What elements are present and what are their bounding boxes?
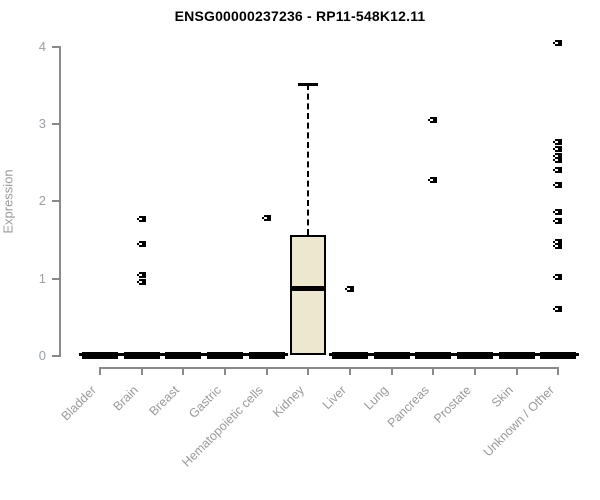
x-axis-line xyxy=(99,367,560,369)
box xyxy=(290,235,327,355)
outlier-point xyxy=(553,139,563,146)
chart-title: ENSG00000237236 - RP11-548K12.11 xyxy=(174,8,426,24)
y-tick-label: 1 xyxy=(38,270,46,286)
outlier-point xyxy=(553,146,563,153)
y-axis-tick xyxy=(52,355,60,357)
outlier-point xyxy=(553,208,563,215)
y-tick-label: 3 xyxy=(38,116,46,132)
x-axis-tick xyxy=(473,367,476,375)
outlier-point xyxy=(553,157,563,164)
outlier-point xyxy=(428,177,438,184)
x-axis-tick xyxy=(265,367,268,375)
outlier-point xyxy=(136,279,146,286)
collapsed-box xyxy=(373,352,410,359)
y-axis-tick xyxy=(52,200,60,203)
collapsed-box xyxy=(82,352,118,359)
x-axis-tick xyxy=(99,367,101,375)
x-axis-tick xyxy=(390,367,393,375)
y-axis-tick xyxy=(52,45,60,48)
collapsed-box xyxy=(498,352,535,359)
y-tick-label: 4 xyxy=(38,38,46,54)
collapsed-box xyxy=(331,352,368,359)
outlier-point xyxy=(261,215,271,222)
collapsed-box xyxy=(456,352,493,359)
outlier-point xyxy=(136,240,146,247)
x-axis-tick xyxy=(557,367,560,375)
outlier-point xyxy=(553,243,563,249)
x-axis-tick xyxy=(182,367,185,375)
x-axis-tick xyxy=(140,367,143,375)
outlier-point xyxy=(344,286,354,293)
y-tick-label: 2 xyxy=(38,193,46,209)
collapsed-box xyxy=(206,352,243,359)
y-axis-tick xyxy=(52,277,60,280)
outlier-point xyxy=(553,273,563,280)
upper-whisker xyxy=(307,84,310,236)
collapsed-box xyxy=(540,352,577,359)
outlier-point xyxy=(553,167,563,174)
collapsed-box xyxy=(415,352,452,359)
x-axis-tick xyxy=(432,367,435,375)
outlier-point xyxy=(553,181,563,188)
collapsed-box xyxy=(248,352,285,359)
outlier-point xyxy=(553,40,563,47)
x-axis-tick xyxy=(307,367,310,375)
outlier-point xyxy=(553,153,563,160)
upper-whisker-cap xyxy=(298,83,319,87)
x-axis-tick xyxy=(348,367,351,375)
outlier-point xyxy=(553,239,563,246)
outlier-point xyxy=(136,215,146,222)
outlier-point xyxy=(428,117,438,123)
x-axis-tick xyxy=(223,367,226,375)
x-axis-tick xyxy=(515,367,518,375)
y-tick-label: 0 xyxy=(38,348,46,363)
median-line xyxy=(290,285,327,291)
outlier-point xyxy=(553,305,563,312)
collapsed-box xyxy=(123,352,160,359)
outlier-point xyxy=(136,272,146,279)
y-axis-line xyxy=(59,45,61,357)
outlier-point xyxy=(553,218,563,225)
collapsed-box xyxy=(165,352,202,359)
y-axis-tick xyxy=(52,123,60,126)
